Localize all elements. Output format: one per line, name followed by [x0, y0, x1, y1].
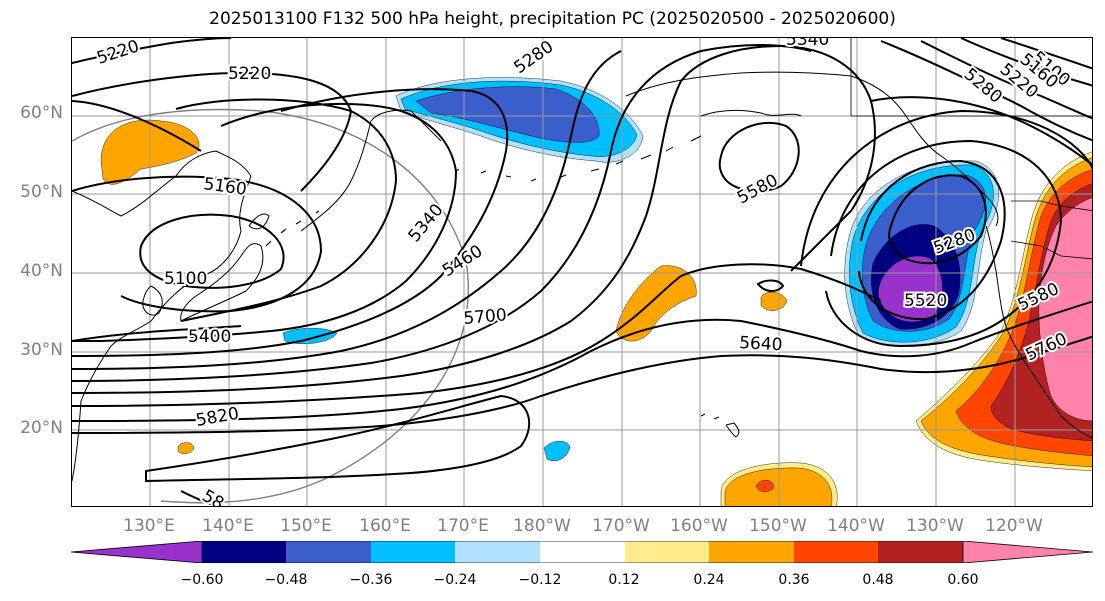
lon-label-170w: 170°W [592, 516, 650, 536]
colorbar-svg [70, 540, 1094, 564]
lon-label-120w: 120°W [985, 516, 1043, 536]
colorbar-swatch-pos024-pos036 [709, 541, 794, 563]
lon-label-130e: 130°E [123, 516, 175, 536]
colorbar-swatch-neutral [540, 541, 625, 563]
colorbar-swatch-neg036-neg024 [371, 541, 455, 563]
colorbar-tick-neg012: −0.12 [518, 572, 562, 588]
lon-label-170e: 170°E [437, 516, 489, 536]
lat-label-20n: 20°N [20, 418, 63, 438]
contour-label: 5640 [739, 333, 783, 355]
lon-label-140w: 140°W [827, 516, 885, 536]
contour-label: 5280 [510, 38, 557, 78]
lon-label-180w: 180°W [513, 516, 571, 536]
contour-label: 5220 [228, 64, 271, 84]
contour-label: 58 [199, 486, 228, 507]
map-title: 2025013100 F132 500 hPa height, precipit… [209, 9, 896, 29]
colorbar-swatch-neg024-neg012 [455, 541, 540, 563]
shade-south-orange [724, 467, 833, 506]
lon-label-160e: 160°E [359, 516, 411, 536]
colorbar-tick-pos012: 0.12 [608, 572, 640, 588]
colorbar-swatch-pos048-pos060 [878, 541, 963, 563]
graticule [72, 38, 1092, 506]
lon-label-150w: 150°W [749, 516, 807, 536]
colorbar-swatch-gt-pos060 [962, 540, 1094, 564]
shade-south-red [755, 480, 774, 492]
shade-midpac-orange [615, 265, 697, 342]
shade-cyan-150e [282, 327, 338, 344]
colorbar-swatch-neg060-neg048 [202, 541, 286, 563]
shade-small-orange-2 [177, 442, 195, 454]
colorbar-tick-neg048: −0.48 [264, 572, 308, 588]
shade-small-orange-1 [760, 291, 788, 311]
colorbar-swatch-neg048-neg036 [286, 541, 371, 563]
great-circle-outline [72, 108, 469, 504]
contour-label: 5700 [463, 305, 508, 329]
contour-label: 5580 [734, 170, 782, 208]
contour-label: 5340 [786, 38, 829, 50]
colorbar-tick-pos060: 0.60 [947, 572, 979, 588]
lon-label-140e: 140°E [202, 516, 254, 536]
height-contours [72, 38, 1092, 506]
contour-label: 5160 [202, 174, 248, 200]
lat-label-30n: 30°N [20, 340, 63, 360]
shade-bering-blue [415, 86, 600, 143]
colorbar-swatch-lt-neg060 [70, 540, 203, 564]
colorbar-swatch-pos036-pos048 [794, 541, 878, 563]
lat-label-50n: 50°N [20, 182, 63, 202]
colorbar-tick-neg024: −0.24 [433, 572, 477, 588]
lat-label-60n: 60°N [20, 103, 63, 123]
lon-label-150e: 150°E [280, 516, 332, 536]
lon-label-160w: 160°W [670, 516, 728, 536]
colorbar-swatch-pos012-pos024 [625, 541, 709, 563]
shade-cyan-178w [543, 440, 571, 462]
contour-label: 5220 [94, 38, 141, 69]
contour-label: 5400 [188, 327, 231, 347]
precipitation-shading [100, 77, 1092, 506]
contour-label: 5100 [164, 269, 207, 289]
colorbar-tick-pos036: 0.36 [778, 572, 810, 588]
colorbar-tick-pos024: 0.24 [693, 572, 725, 588]
lat-label-40n: 40°N [20, 261, 63, 281]
colorbar-tick-neg060: −0.60 [180, 572, 224, 588]
map-frame: 5220 5220 5280 5340 5100 5280 5220 5160 … [71, 37, 1093, 507]
colorbar-tick-neg036: −0.36 [349, 572, 393, 588]
contour-label: 5520 [904, 291, 947, 311]
lon-label-130w: 130°W [906, 516, 964, 536]
colorbar [70, 540, 1094, 564]
contour-label: 5820 [194, 404, 240, 431]
colorbar-tick-pos048: 0.48 [862, 572, 894, 588]
map-canvas: 5220 5220 5280 5340 5100 5280 5220 5160 … [72, 38, 1092, 507]
